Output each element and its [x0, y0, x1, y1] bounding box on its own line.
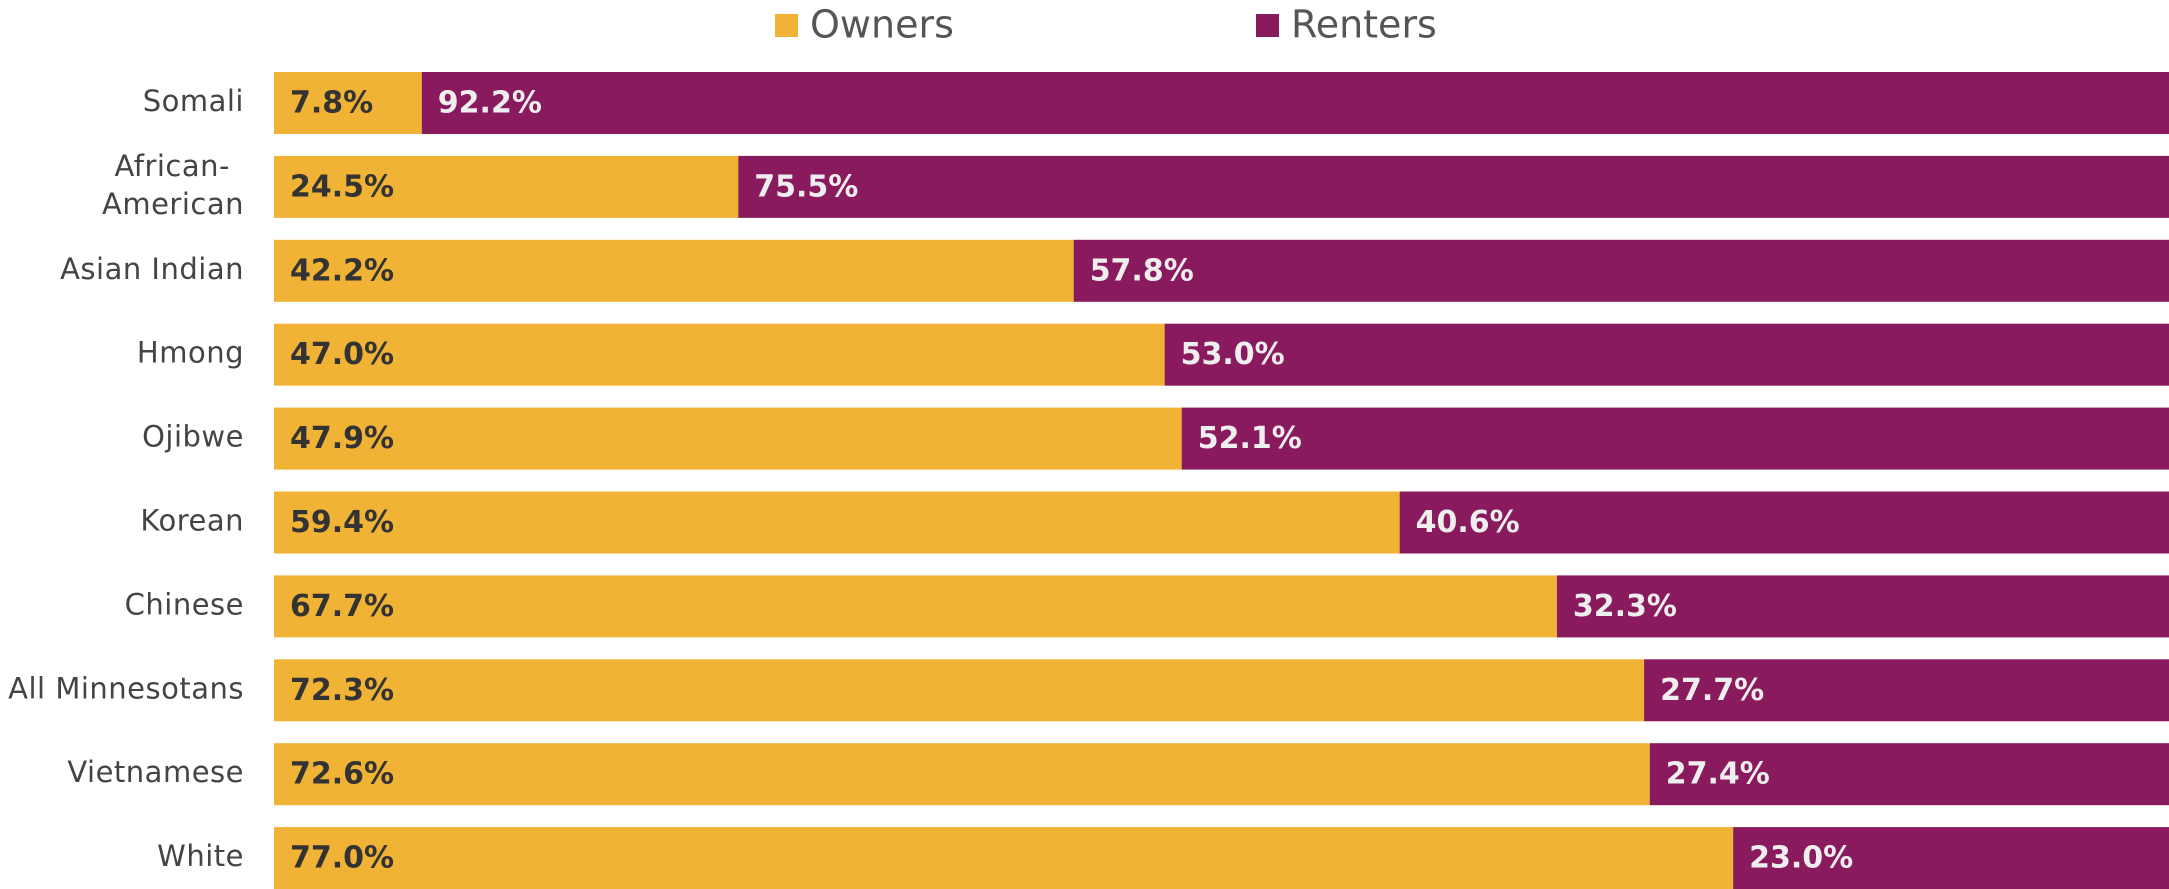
y-tick-label: Somali	[143, 84, 244, 118]
bar-segment	[274, 155, 739, 218]
value-label: 72.3%	[290, 673, 394, 708]
bar-segment	[1644, 659, 2169, 722]
y-tick-label: Asian Indian	[60, 252, 244, 286]
bar-segment	[274, 407, 1182, 470]
value-label: 27.4%	[1666, 757, 1770, 792]
value-label: 72.6%	[290, 757, 394, 792]
bar-segment	[1181, 407, 2169, 470]
value-label: 24.5%	[290, 169, 394, 204]
legend-swatch	[775, 14, 798, 37]
value-label: 23.0%	[1749, 841, 1853, 876]
bar-segment	[274, 743, 1650, 806]
bar-segment	[1164, 323, 2169, 386]
bar-segment	[1556, 575, 2169, 638]
y-tick-label: African-American	[102, 149, 244, 221]
bar-segment	[274, 827, 1734, 889]
value-label: 59.4%	[290, 505, 394, 540]
value-label: 42.2%	[290, 253, 394, 288]
y-tick-label: White	[157, 839, 244, 873]
bar-segment	[1073, 239, 2169, 302]
value-label: 7.8%	[290, 86, 373, 121]
legend-swatch	[1256, 14, 1279, 37]
y-tick-label: All Minnesotans	[8, 671, 244, 705]
value-label: 77.0%	[290, 841, 394, 876]
y-tick-label: Ojibwe	[142, 420, 244, 454]
bar-segment	[274, 239, 1074, 302]
y-tick-label: Chinese	[125, 587, 244, 621]
legend-label: Renters	[1291, 3, 1437, 47]
value-label: 92.2%	[438, 86, 542, 121]
value-label: 47.0%	[290, 337, 394, 372]
bar-segment	[1733, 827, 2169, 889]
bar-segment	[274, 659, 1645, 722]
bar-segment	[738, 155, 2169, 218]
y-tick-label: Korean	[140, 504, 244, 538]
value-label: 32.3%	[1573, 589, 1677, 624]
bar-segment	[1649, 743, 2169, 806]
value-label: 27.7%	[1660, 673, 1764, 708]
bar-segment	[274, 72, 422, 134]
y-tick-label: Hmong	[137, 336, 244, 370]
legend-label: Owners	[810, 3, 954, 47]
value-label: 53.0%	[1181, 337, 1285, 372]
value-label: 57.8%	[1090, 253, 1194, 288]
bar-segment	[421, 72, 2169, 134]
value-label: 40.6%	[1416, 505, 1520, 540]
bar-segment	[274, 491, 1400, 554]
value-label: 75.5%	[754, 169, 858, 204]
value-label: 52.1%	[1198, 421, 1302, 456]
y-tick-label: Vietnamese	[67, 755, 244, 789]
bar-segment	[274, 323, 1165, 386]
value-label: 67.7%	[290, 589, 394, 624]
value-label: 47.9%	[290, 421, 394, 456]
bar-segment	[1399, 491, 2169, 554]
bar-segment	[274, 575, 1557, 638]
